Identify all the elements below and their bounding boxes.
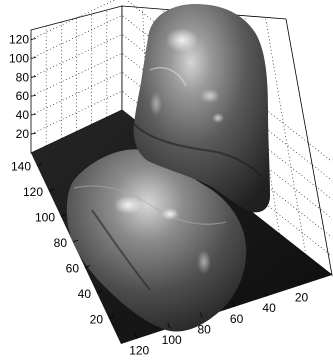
y-tick-label: 100 — [35, 211, 55, 225]
y-tick-label: 40 — [78, 287, 92, 301]
x-tick-mark — [167, 322, 171, 329]
y-axis-ticks: 140 120 100 80 60 40 20 — [11, 160, 115, 327]
x-tick-label: 80 — [197, 322, 211, 336]
y-tick-mark — [60, 214, 67, 218]
y-tick-mark — [36, 163, 43, 167]
x-tick-label: 120 — [129, 344, 149, 358]
z-tick-label: 100 — [9, 51, 29, 65]
y-tick-label: 80 — [54, 236, 68, 250]
z-tick-mark — [30, 94, 37, 97]
z-tick-mark — [30, 75, 37, 78]
z-tick-label: 60 — [16, 89, 30, 103]
y-tick-label: 140 — [11, 160, 31, 174]
x-axis-ticks: 120 100 80 60 40 20 — [129, 280, 309, 358]
z-tick-label: 20 — [16, 127, 30, 141]
y-tick-label: 60 — [66, 262, 80, 276]
x-tick-label: 100 — [162, 333, 182, 347]
z-tick-mark — [30, 113, 37, 116]
z-tick-mark — [30, 56, 37, 59]
z-tick-label: 80 — [16, 70, 30, 84]
z-tick-label: 120 — [9, 32, 29, 46]
z-axis-ticks: 120 100 80 60 40 20 — [9, 32, 37, 141]
x-tick-mark — [264, 291, 268, 297]
surface-low-mound — [66, 149, 247, 332]
y-tick-mark — [72, 239, 79, 243]
y-tick-mark — [96, 290, 103, 294]
x-tick-label: 60 — [230, 312, 244, 326]
x-tick-mark — [199, 312, 203, 318]
y-tick-mark — [48, 188, 55, 192]
y-tick-label: 120 — [23, 185, 43, 199]
y-tick-mark — [84, 265, 91, 268]
wall-grid-line — [265, 17, 307, 255]
x-tick-mark — [134, 333, 138, 339]
z-tick-label: 40 — [16, 108, 30, 122]
x-tick-mark — [232, 301, 235, 307]
x-tick-mark — [297, 280, 300, 286]
x-tick-label: 20 — [295, 291, 309, 305]
y-tick-mark — [108, 316, 115, 319]
x-tick-label: 40 — [262, 301, 276, 315]
surface-tall-mound — [133, 4, 270, 213]
z-tick-mark — [30, 38, 37, 40]
y-tick-label: 20 — [90, 313, 104, 327]
z-tick-mark — [30, 132, 37, 135]
